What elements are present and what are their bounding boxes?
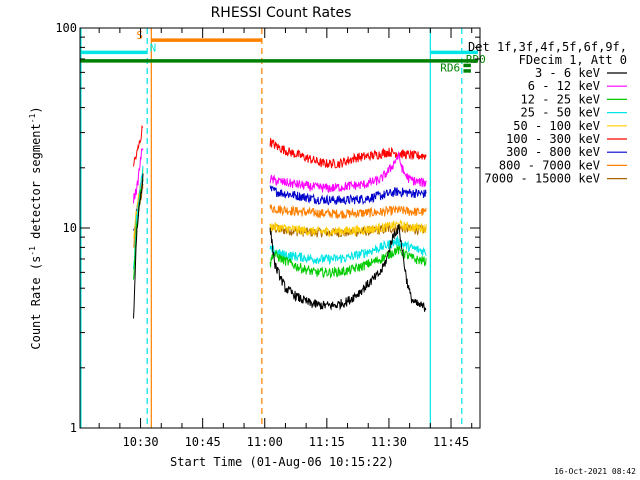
series-line-segment bbox=[269, 245, 427, 279]
x-tick-label: 11:15 bbox=[309, 435, 345, 449]
chart-title: RHESSI Count Rates bbox=[211, 5, 352, 21]
plot-clip-group bbox=[80, 28, 478, 428]
series-line-segment bbox=[133, 124, 144, 167]
x-tick-label: 11:00 bbox=[247, 435, 283, 449]
series-25-50-keV bbox=[133, 165, 427, 270]
series-line-segment bbox=[133, 173, 144, 319]
legend-entry-label: 100 - 300 keV bbox=[506, 132, 600, 146]
legend-entry-label: 25 - 50 keV bbox=[521, 106, 600, 120]
series-line-segment bbox=[269, 204, 427, 219]
y-tick-label: 100 bbox=[55, 21, 77, 35]
series-100-300-keV bbox=[133, 124, 427, 169]
flag-label: N bbox=[150, 41, 157, 54]
legend-header-line-2: FDecim 1, Att 0 bbox=[519, 53, 627, 67]
series-line-segment bbox=[269, 224, 427, 312]
x-tick-label: 11:45 bbox=[433, 435, 469, 449]
series-line-segment bbox=[269, 151, 427, 194]
legend-entry-label: 7000 - 15000 keV bbox=[484, 172, 600, 186]
series-6-12-keV bbox=[133, 148, 427, 204]
x-axis-label: Start Time (01-Aug-06 10:15:22) bbox=[170, 455, 394, 469]
legend-entry-label: 50 - 100 keV bbox=[513, 119, 600, 133]
flag-label: S bbox=[136, 29, 143, 42]
legend-entry-label: 6 - 12 keV bbox=[528, 79, 600, 93]
y-tick-label: 1 bbox=[70, 421, 77, 435]
x-axis: 10:30 10:45 11:00 11:15 11:30 11:45 bbox=[98, 28, 473, 449]
footer-timestamp: 16-Oct-2021 08:42 bbox=[554, 467, 636, 476]
legend-entry-label: 12 - 25 keV bbox=[521, 92, 600, 106]
series-300-800-keV bbox=[133, 178, 427, 232]
legend-entry-label: 300 - 800 keV bbox=[506, 145, 600, 159]
series-line-segment bbox=[269, 219, 427, 238]
x-tick-label: 10:45 bbox=[185, 435, 221, 449]
legend-entry-label: 3 - 6 keV bbox=[535, 66, 600, 80]
y-axis: 1 10 100 bbox=[55, 21, 480, 435]
x-tick-label: 11:30 bbox=[371, 435, 407, 449]
series-line-segment bbox=[133, 165, 144, 270]
legend-header-line-1: Det 1f,3f,4f,5f,6f,9f, bbox=[468, 40, 627, 54]
series-line-segment bbox=[269, 185, 427, 206]
y-axis-label: Count Rate (s-1 detector segment-1) bbox=[28, 106, 43, 349]
flag-label: RD6 bbox=[440, 62, 460, 75]
legend: Det 1f,3f,4f,5f,6f,9f, FDecim 1, Att 0 3… bbox=[468, 40, 627, 186]
series-line-segment bbox=[269, 234, 427, 266]
legend-entry-label: 800 - 7000 keV bbox=[499, 158, 600, 172]
series-line-segment bbox=[133, 148, 144, 204]
series-line-segment bbox=[269, 138, 427, 169]
x-tick-label: 10:30 bbox=[122, 435, 158, 449]
series-3-6-keV bbox=[133, 173, 427, 319]
y-tick-label: 10 bbox=[63, 221, 77, 235]
